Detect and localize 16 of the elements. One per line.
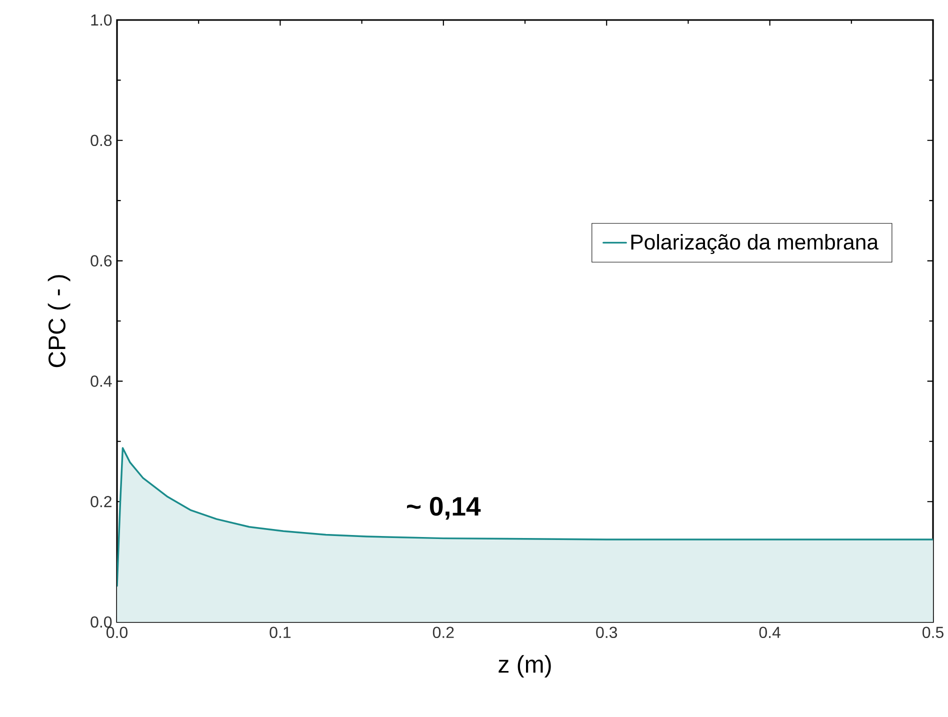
y-tick-label: 0.2 [90, 496, 112, 508]
x-tick-label: 0.0 [106, 626, 128, 638]
x-tick-label: 0.5 [922, 626, 944, 638]
x-axis-title: z (m) [498, 655, 551, 678]
x-tick-label: 0.2 [432, 626, 454, 638]
y-tick-label: 0.4 [90, 376, 112, 387]
x-tick-label: 0.1 [270, 626, 291, 638]
x-tick-label: 0.4 [759, 626, 780, 638]
y-tick-label: 1.0 [91, 14, 112, 26]
y-tick-label: 0.8 [90, 134, 112, 146]
annotation: ~ 0,14 [407, 496, 481, 520]
y-tick-label: 0.0 [90, 616, 112, 628]
y-axis-title: CPC ( - ) [48, 275, 70, 368]
x-tick-label: 0.3 [596, 626, 618, 638]
y-tick-label: 0.6 [90, 255, 112, 266]
legend-label: Polarização da membrana [631, 234, 879, 254]
